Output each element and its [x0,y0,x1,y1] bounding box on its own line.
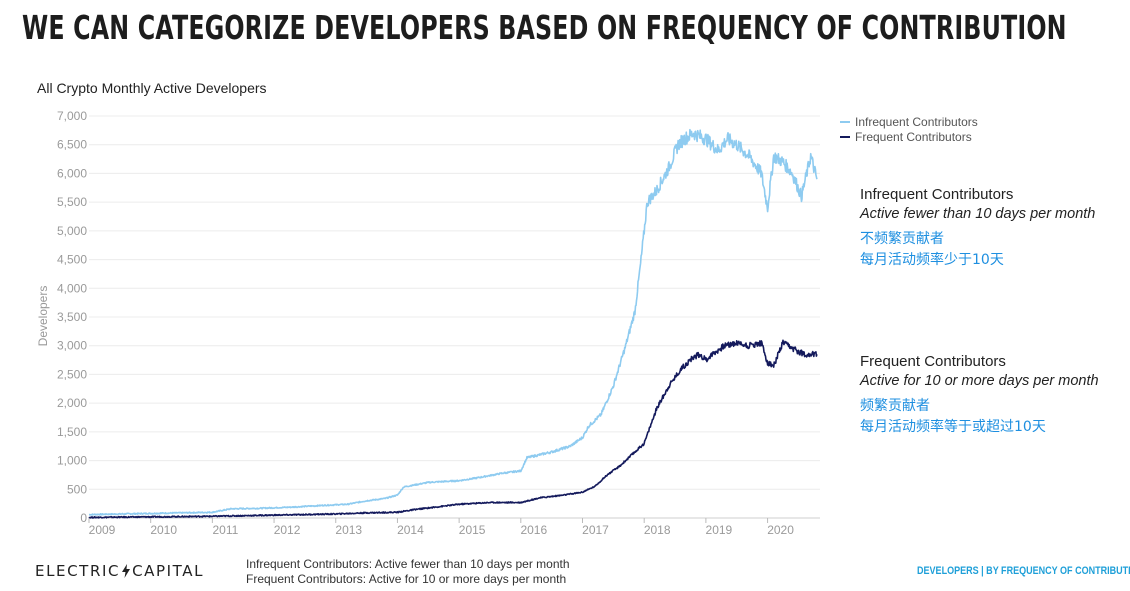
x-tick-label: 2019 [706,523,733,537]
gridlines [89,115,820,519]
series-lines [88,128,818,519]
y-axis-ticks: 0 500 1,000 1,500 2,000 2,500 3,000 3,500 4,000 4… [57,109,87,525]
y-tick-label: 4,500 [57,253,87,267]
y-tick-label: 2,500 [57,367,87,381]
x-axis-ticks: 2009 2010 2011 2012 2013 2014 2015 2016 2017 2018… [88,518,794,537]
x-tick-label: 2018 [644,523,671,537]
x-tick-label: 2012 [274,523,301,537]
y-tick-label: 1,000 [57,454,87,468]
x-tick-label: 2014 [397,523,424,537]
x-tick-label: 2009 [89,523,116,537]
annotation-frequent-cn-1: 频繁贡献者 [860,398,930,414]
legend-label-infrequent: Infrequent Contributors [855,114,978,129]
lightning-bolt-icon [122,564,131,578]
annotation-infrequent-definition: Active fewer than 10 days per month [860,206,1096,222]
footnote-line-2: Frequent Contributors: Active for 10 or … [246,572,567,586]
legend-swatch-infrequent [840,120,850,123]
y-tick-label: 500 [67,482,87,496]
annotation-frequent-cn-2: 每月活动频率等于或超过10天 [860,419,1046,435]
series-line-infrequent [88,128,818,516]
y-tick-label: 6,500 [57,138,87,152]
annotation-infrequent: Infrequent Contributors Active fewer tha… [860,186,1095,271]
y-tick-label: 3,000 [57,339,87,353]
legend-item-infrequent: Infrequent Contributors [840,114,978,129]
slide-title: WE CAN CATEGORIZE DEVELOPERS BASED ON FR… [22,8,1067,47]
electric-capital-logo: ELECTRIC CAPITAL [35,562,204,580]
footer-section-tag: DEVELOPERS | BY FREQUENCY OF CONTRIBUTIO… [917,565,1130,577]
y-tick-label: 6,000 [57,166,87,180]
y-tick-label: 7,000 [57,109,87,123]
chart-title: All Crypto Monthly Active Developers [37,80,267,96]
annotation-frequent-definition: Active for 10 or more days per month [860,373,1099,389]
logo-text-right: CAPITAL [132,562,205,580]
series-line-frequent [88,339,818,519]
legend: Infrequent Contributors Frequent Contrib… [840,114,978,144]
y-tick-label: 5,500 [57,195,87,209]
legend-item-frequent: Frequent Contributors [840,129,978,144]
y-tick-label: 3,500 [57,310,87,324]
x-tick-label: 2020 [767,523,794,537]
y-tick-label: 1,500 [57,425,87,439]
y-tick-label: 2,000 [57,396,87,410]
annotation-infrequent-name: Infrequent Contributors [860,186,1014,203]
logo-text-left: ELECTRIC [35,562,121,580]
y-axis-label: Developers [36,286,50,347]
x-tick-label: 2013 [335,523,362,537]
x-tick-label: 2016 [520,523,547,537]
legend-label-frequent: Frequent Contributors [855,129,972,144]
y-tick-label: 5,000 [57,224,87,238]
y-tick-label: 0 [80,511,87,525]
x-tick-label: 2017 [582,523,609,537]
footnote: Infrequent Contributors: Active fewer th… [246,557,570,587]
annotation-frequent: Frequent Contributors Active for 10 or m… [860,353,1099,438]
annotation-infrequent-cn-1: 不频繁贡献者 [860,231,944,247]
footnote-line-1: Infrequent Contributors: Active fewer th… [246,557,570,571]
annotation-infrequent-cn-2: 每月活动频率少于10天 [860,252,1004,268]
x-tick-label: 2010 [150,523,177,537]
annotation-frequent-name: Frequent Contributors [860,353,1006,370]
legend-swatch-frequent [840,135,850,138]
x-tick-label: 2015 [459,523,486,537]
x-tick-label: 2011 [212,523,238,537]
y-tick-label: 4,000 [57,281,87,295]
